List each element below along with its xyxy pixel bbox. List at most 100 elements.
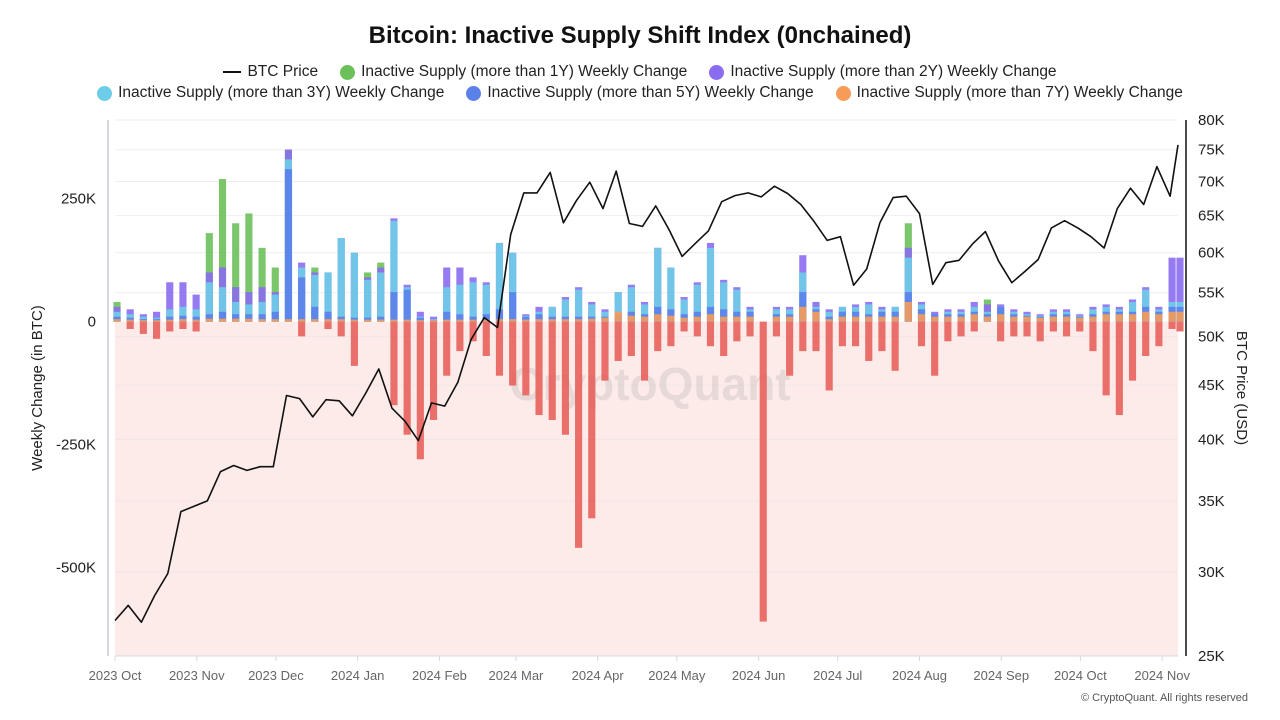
bar-inactive-supply-more-than-3y-weekly-change bbox=[456, 284, 464, 322]
right-tick-label: 40K bbox=[1198, 431, 1225, 448]
watermark: CryptoQuant bbox=[509, 358, 790, 410]
bar-negative bbox=[179, 321, 187, 329]
bar-inactive-supply-more-than-7y-weekly-change bbox=[298, 319, 306, 322]
line-swatch-icon bbox=[223, 71, 242, 73]
legend-item-3y[interactable]: Inactive Supply (more than 3Y) Weekly Ch… bbox=[97, 84, 444, 102]
bar-inactive-supply-more-than-3y-weekly-change bbox=[258, 301, 266, 322]
copyright: © CryptoQuant. All rights reserved bbox=[1080, 692, 1248, 704]
bar-inactive-supply-more-than-7y-weekly-change bbox=[733, 316, 741, 322]
bar-negative bbox=[495, 321, 504, 376]
bar-inactive-supply-more-than-5y-weekly-change bbox=[667, 309, 675, 322]
bar-inactive-supply-more-than-5y-weekly-change bbox=[799, 292, 807, 322]
bar-inactive-supply-more-than-2y-weekly-change bbox=[179, 282, 187, 322]
bar-inactive-supply-more-than-3y-weekly-change bbox=[364, 279, 372, 322]
bar-inactive-supply-more-than-7y-weekly-change bbox=[627, 315, 635, 322]
bar-inactive-supply-more-than-5y-weekly-change bbox=[298, 277, 306, 322]
left-tick-label: -500K bbox=[56, 559, 96, 576]
btc-price-line bbox=[114, 144, 1179, 624]
bar-negative bbox=[1023, 321, 1031, 337]
bar-inactive-supply-more-than-3y-weekly-change bbox=[311, 274, 319, 322]
bar-inactive-supply-more-than-2y-weekly-change bbox=[192, 294, 200, 322]
legend-item-5y[interactable]: Inactive Supply (more than 5Y) Weekly Ch… bbox=[466, 84, 814, 102]
bar-inactive-supply-more-than-7y-weekly-change bbox=[271, 319, 279, 322]
right-tick-label: 45K bbox=[1198, 377, 1225, 394]
bar-negative bbox=[350, 321, 358, 366]
bar-inactive-supply-more-than-5y-weekly-change bbox=[443, 311, 451, 322]
bar-inactive-supply-more-than-7y-weekly-change bbox=[535, 319, 543, 322]
bar-inactive-supply-more-than-3y-weekly-change bbox=[865, 304, 873, 322]
bar-inactive-supply-more-than-1y-weekly-change bbox=[232, 223, 240, 322]
bar-negative bbox=[403, 321, 411, 435]
bar-inactive-supply-more-than-5y-weekly-change bbox=[482, 314, 490, 322]
x-tick-label: 2024 Jul bbox=[813, 668, 862, 683]
legend-item-2y[interactable]: Inactive Supply (more than 2Y) Weekly Ch… bbox=[709, 63, 1057, 81]
bar-inactive-supply-more-than-7y-weekly-change bbox=[126, 319, 134, 322]
bar-inactive-supply-more-than-5y-weekly-change bbox=[390, 292, 398, 322]
bar-inactive-supply-more-than-7y-weekly-change bbox=[957, 316, 965, 322]
bar-inactive-supply-more-than-7y-weekly-change bbox=[983, 316, 992, 322]
bar-inactive-supply-more-than-7y-weekly-change bbox=[640, 316, 649, 322]
bar-negative bbox=[601, 321, 609, 381]
bar-inactive-supply-more-than-5y-weekly-change bbox=[456, 314, 464, 322]
legend-label: Inactive Supply (more than 1Y) Weekly Ch… bbox=[361, 63, 688, 80]
bar-inactive-supply-more-than-5y-weekly-change bbox=[377, 316, 385, 322]
bar-inactive-supply-more-than-5y-weekly-change bbox=[535, 314, 543, 322]
bar-inactive-supply-more-than-3y-weekly-change bbox=[495, 242, 504, 322]
bar-inactive-supply-more-than-7y-weekly-change bbox=[575, 319, 583, 322]
bar-negative bbox=[298, 321, 306, 337]
bar-inactive-supply-more-than-7y-weekly-change bbox=[429, 320, 438, 322]
bar-inactive-supply-more-than-7y-weekly-change bbox=[812, 311, 820, 322]
legend-item-btc-price[interactable]: BTC Price bbox=[223, 63, 318, 81]
bar-negative bbox=[640, 321, 649, 381]
legend-row-1: BTC Price Inactive Supply (more than 1Y)… bbox=[0, 63, 1280, 81]
bar-inactive-supply-more-than-5y-weekly-change bbox=[179, 315, 187, 322]
left-tick-label: 0 bbox=[88, 314, 96, 331]
bar-negative bbox=[838, 321, 846, 347]
bar-inactive-supply-more-than-7y-weekly-change bbox=[469, 319, 477, 322]
bar-negative bbox=[957, 321, 965, 337]
bar-inactive-supply-more-than-5y-weekly-change bbox=[403, 289, 411, 322]
bar-inactive-supply-more-than-5y-weekly-change bbox=[548, 316, 556, 322]
bar-inactive-supply-more-than-7y-weekly-change bbox=[799, 306, 807, 322]
bar-inactive-supply-more-than-7y-weekly-change bbox=[1049, 316, 1057, 322]
legend-item-7y[interactable]: Inactive Supply (more than 7Y) Weekly Ch… bbox=[835, 84, 1183, 102]
bar-inactive-supply-more-than-7y-weekly-change bbox=[588, 318, 596, 322]
bar-inactive-supply-more-than-3y-weekly-change bbox=[350, 252, 358, 322]
bar-inactive-supply-more-than-7y-weekly-change bbox=[390, 319, 398, 322]
bar-inactive-supply-more-than-3y-weekly-change bbox=[1142, 289, 1150, 322]
bar-inactive-supply-more-than-7y-weekly-change bbox=[1036, 317, 1044, 322]
bar-negative bbox=[588, 321, 596, 519]
bar-inactive-supply-more-than-5y-weekly-change bbox=[720, 309, 728, 322]
bar-negative bbox=[1036, 321, 1044, 342]
dot-icon bbox=[835, 85, 851, 101]
bar-inactive-supply-more-than-7y-weekly-change bbox=[1155, 314, 1163, 322]
bar-inactive-supply-more-than-7y-weekly-change bbox=[205, 318, 213, 322]
bar-inactive-supply-more-than-3y-weekly-change bbox=[192, 309, 200, 322]
bar-inactive-supply-more-than-3y-weekly-change bbox=[680, 299, 688, 322]
bar-inactive-supply-more-than-5y-weekly-change bbox=[258, 314, 266, 322]
bar-negative bbox=[1128, 321, 1137, 381]
bar-inactive-supply-more-than-7y-weekly-change bbox=[917, 314, 926, 322]
legend-item-1y[interactable]: Inactive Supply (more than 1Y) Weekly Ch… bbox=[340, 63, 687, 81]
bar-inactive-supply-more-than-3y-weekly-change bbox=[469, 282, 477, 322]
bar-negative bbox=[759, 321, 767, 622]
bar-negative bbox=[456, 321, 464, 352]
bar-negative bbox=[443, 321, 451, 376]
bar-inactive-supply-more-than-3y-weekly-change bbox=[271, 294, 279, 322]
bar-inactive-supply-more-than-3y-weekly-change bbox=[218, 287, 227, 322]
bar-inactive-supply-more-than-3y-weekly-change bbox=[548, 306, 556, 322]
dot-icon bbox=[466, 85, 482, 101]
bar-inactive-supply-more-than-7y-weekly-change bbox=[838, 316, 846, 322]
bar-inactive-supply-more-than-7y-weekly-change bbox=[522, 319, 530, 322]
bar-negative bbox=[1063, 321, 1071, 337]
bar-inactive-supply-more-than-3y-weekly-change bbox=[324, 272, 332, 322]
bar-inactive-supply-more-than-7y-weekly-change bbox=[245, 318, 253, 322]
bar-inactive-supply-more-than-7y-weekly-change bbox=[693, 316, 701, 322]
bar-negative bbox=[851, 321, 860, 347]
bar-inactive-supply-more-than-7y-weekly-change bbox=[720, 316, 728, 322]
bar-inactive-supply-more-than-5y-weekly-change bbox=[245, 314, 253, 322]
bar-negative bbox=[917, 321, 926, 347]
bar-inactive-supply-more-than-7y-weekly-change bbox=[139, 320, 147, 322]
bar-negative bbox=[720, 321, 728, 357]
bar-inactive-supply-more-than-3y-weekly-change bbox=[693, 284, 701, 322]
